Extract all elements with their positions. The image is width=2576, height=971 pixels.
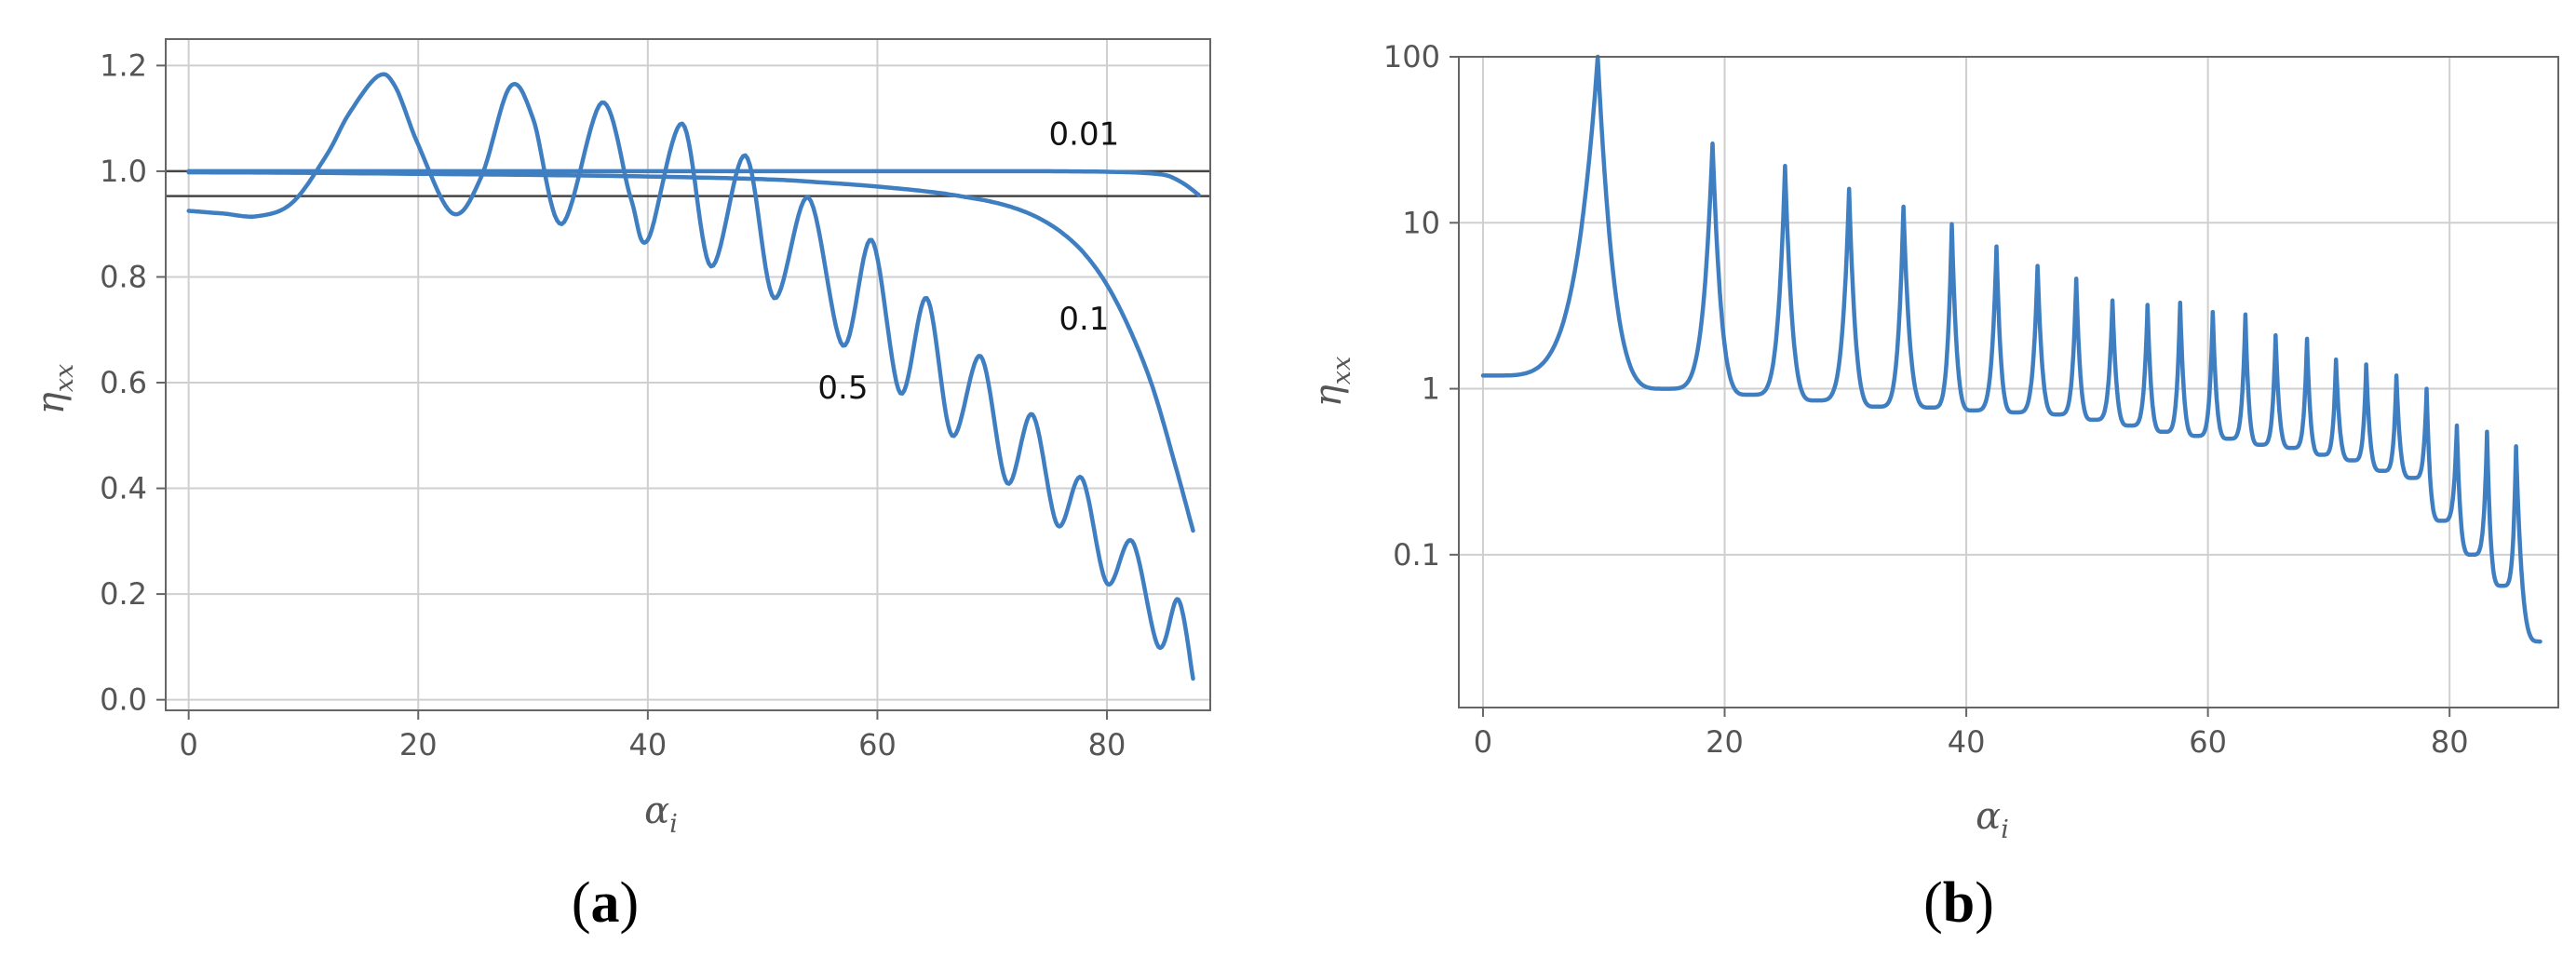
series-line-0 xyxy=(1480,54,2542,644)
y-tick-label: 100 xyxy=(1383,39,1440,74)
y-ticks-b: 0.1 1 10 100 xyxy=(1383,39,1459,573)
series-group-b xyxy=(1480,54,2542,644)
x-ticks-a: 0 20 40 60 80 xyxy=(179,710,1126,762)
curve-labels-a: 0.01 0.1 0.5 xyxy=(817,116,1119,408)
y-tick-label: 10 xyxy=(1402,205,1440,240)
grid-b xyxy=(1459,56,2558,708)
y-axis-label-b: ηxx xyxy=(1307,357,1356,407)
x-tick-label: 80 xyxy=(2431,724,2469,760)
x-tick-label: 0 xyxy=(1474,724,1492,760)
curve-label-0.1: 0.1 xyxy=(1059,301,1109,338)
plot-frame-b xyxy=(1458,56,2559,708)
x-tick-label: 60 xyxy=(858,727,897,762)
series-line-0.1 xyxy=(186,169,1195,533)
y-tick-label: 1.0 xyxy=(100,154,147,189)
panel-label-a: (a) xyxy=(572,871,639,935)
y-axis-label-a: ηxx xyxy=(30,364,79,414)
series-group-a xyxy=(186,72,1201,681)
y-tick-label: 0.4 xyxy=(100,471,147,506)
y-tick-label: 0.8 xyxy=(100,259,147,294)
x-axis-label-b: αi xyxy=(1976,795,2009,844)
y-tick-label: 0.1 xyxy=(1393,537,1440,573)
y-tick-label: 1.2 xyxy=(100,47,147,83)
chart-panel-a: 0 20 40 60 80 0.00.20.40.60.81.01.2 0.010.10… xyxy=(30,38,1211,935)
series-line-0.01 xyxy=(186,169,1201,197)
y-tick-label: 0.6 xyxy=(100,365,147,400)
x-tick-label: 40 xyxy=(628,727,667,762)
plot-frame-a xyxy=(165,38,1211,711)
curve-label-0.01: 0.01 xyxy=(1049,116,1120,154)
curve-label-0.5: 0.5 xyxy=(817,370,868,407)
x-tick-label: 80 xyxy=(1088,727,1126,762)
chart-panel-b: 0 20 40 60 80 0.1 1 10 100 αi ηxx (b) xyxy=(1307,39,2559,935)
x-tick-label: 20 xyxy=(399,727,438,762)
x-ticks-b: 0 20 40 60 80 xyxy=(1474,708,2469,760)
x-tick-label: 40 xyxy=(1948,724,1986,760)
y-ticks-a: 0.0 0.2 0.4 0.6 0.8 1.0 1.2 xyxy=(100,47,166,718)
y-tick-label: 0.2 xyxy=(100,576,147,612)
x-tick-label: 20 xyxy=(1706,724,1744,760)
x-axis-label-a: αi xyxy=(644,789,678,839)
panel-label-b: (b) xyxy=(1923,871,1994,935)
y-tick-label: 0.0 xyxy=(100,682,147,718)
x-tick-label: 60 xyxy=(2189,724,2227,760)
x-tick-label: 0 xyxy=(179,727,197,762)
series-line-0.5 xyxy=(186,72,1195,681)
y-tick-label: 1 xyxy=(1422,371,1440,407)
